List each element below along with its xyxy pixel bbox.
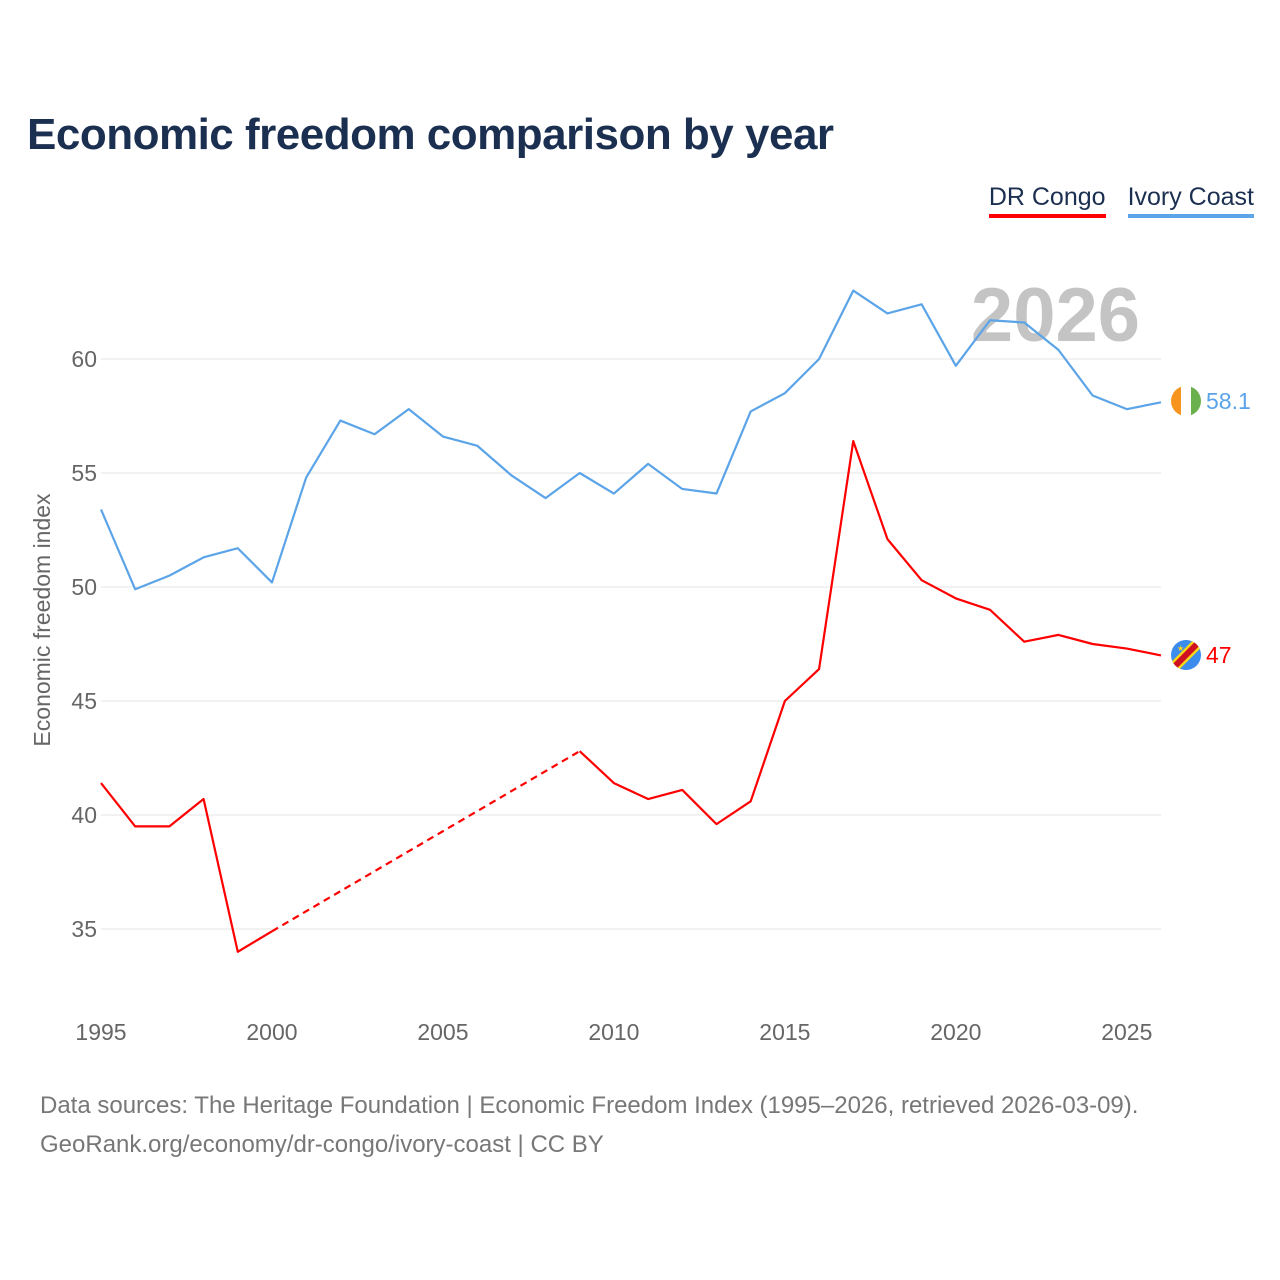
dr-congo-line — [578, 439, 1162, 826]
y-tick-label: 60 — [71, 346, 97, 372]
dr-congo-flag-icon: ★ — [1171, 640, 1201, 670]
y-tick-label: 45 — [71, 688, 97, 714]
x-tick-label: 2010 — [588, 1019, 639, 1045]
dr-congo-end-label: 47 — [1206, 642, 1232, 668]
x-tick-label: 1995 — [75, 1019, 126, 1045]
data-source-text: Data sources: The Heritage Foundation | … — [40, 1092, 1139, 1119]
chart-title: Economic freedom comparison by year — [27, 110, 834, 159]
year-watermark: 2026 — [971, 273, 1140, 358]
dr-congo-gap-line — [271, 750, 581, 933]
x-tick-label: 2015 — [759, 1019, 810, 1045]
footer: Data sources: The Heritage Foundation | … — [40, 1086, 1138, 1164]
y-tick-label: 40 — [71, 802, 97, 828]
ivory-coast-flag-icon — [1171, 386, 1201, 416]
x-tick-label: 2000 — [246, 1019, 297, 1045]
y-tick-label: 55 — [71, 460, 97, 486]
x-tick-label: 2025 — [1101, 1019, 1152, 1045]
legend: DR Congo Ivory Coast — [988, 183, 1254, 218]
y-tick-label: 50 — [71, 574, 97, 600]
y-axis-label: Economic freedom index — [29, 493, 55, 747]
y-tick-label: 35 — [71, 916, 97, 942]
line-chart: 35 40 45 50 55 60 1995 2000 2005 2010 2015 2020 2025… — [29, 273, 1251, 1045]
ivory-coast-line — [99, 289, 1162, 591]
ivory-coast-end-label: 58.1 — [1206, 388, 1251, 414]
svg-text:★: ★ — [1177, 644, 1184, 653]
dr-congo-line — [100, 782, 273, 953]
x-tick-label: 2020 — [930, 1019, 981, 1045]
legend-item-ivory-coast[interactable]: Ivory Coast — [1127, 183, 1254, 218]
legend-item-dr-congo[interactable]: DR Congo — [988, 183, 1106, 218]
attribution-link[interactable]: GeoRank.org/economy/dr-congo/ivory-coast… — [40, 1131, 604, 1158]
x-tick-label: 2005 — [417, 1019, 468, 1045]
